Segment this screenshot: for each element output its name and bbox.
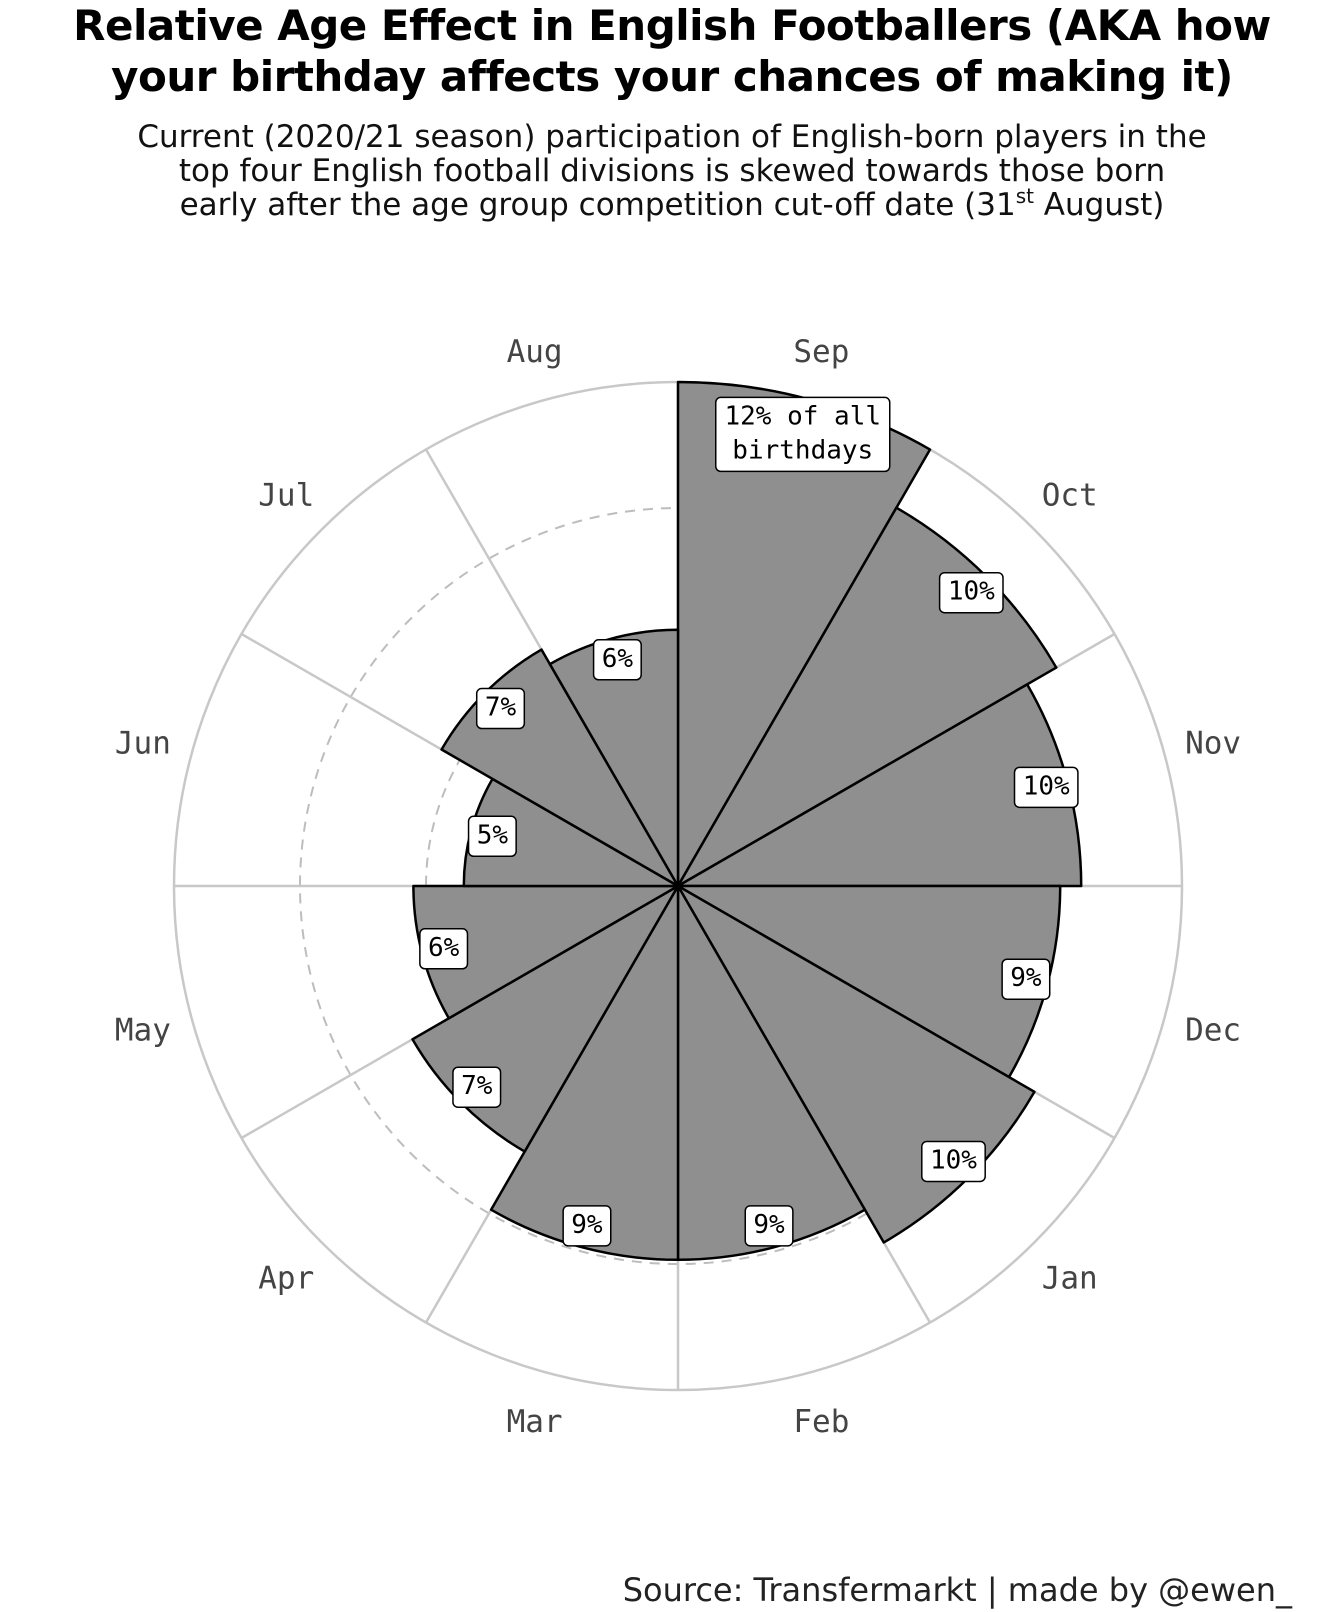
value-label-jun: 5% [467, 815, 517, 858]
superscript: st [1015, 184, 1034, 208]
month-label-oct: Oct [1042, 477, 1098, 513]
value-label-sep: 12% of all birthdays [715, 396, 891, 473]
month-label-layer: Sep Oct Nov Dec Jan Feb Mar Apr May Jun Jul Aug [115, 334, 1241, 1440]
value-label-box [475, 687, 526, 730]
chart-subtitle: Current (2020/21 season) participation o… [0, 120, 1344, 222]
bar-aug [548, 628, 680, 888]
value-label-box [562, 1205, 612, 1247]
value-label-text: 12% of all [724, 401, 881, 431]
value-label-text: 5% [477, 820, 509, 850]
month-label-dec: Dec [1185, 1012, 1241, 1048]
bar-mar [489, 884, 680, 1262]
value-label-box [419, 928, 469, 970]
value-label-oct: 10% [938, 571, 1004, 614]
chart-subtitle-line: top four English football divisions is s… [178, 153, 1166, 189]
month-label-jul: Jul [258, 477, 314, 513]
value-label-box [1013, 766, 1079, 809]
value-label-box [592, 639, 642, 681]
source-credit: Source: Transfermarkt | made by @ewen_ [622, 1571, 1292, 1609]
month-label-feb: Feb [793, 1404, 849, 1440]
polar-bar-chart: 12% of all birthdays 10% 10% 9% 10% 9% 9% 7% 6% 5%… [115, 334, 1241, 1440]
value-label-text: 10% [930, 1145, 977, 1175]
value-label-text: 7% [485, 693, 517, 723]
value-label-dec: 9% [1001, 958, 1051, 1000]
chart-subtitle-line: Current (2020/21 season) participation o… [137, 119, 1207, 155]
value-label-mar: 9% [562, 1205, 612, 1247]
bar-feb [676, 884, 867, 1262]
value-label-aug: 6% [592, 639, 642, 681]
month-label-jun: Jun [115, 726, 171, 762]
month-label-apr: Apr [258, 1261, 314, 1297]
subtitle-text: August) [1033, 187, 1165, 223]
chart-title-line: your birthday affects your chances of ma… [111, 52, 1233, 101]
value-label-may: 6% [419, 928, 469, 970]
value-label-box [744, 1205, 794, 1247]
month-label-sep: Sep [793, 334, 849, 370]
value-label-text: 6% [428, 933, 460, 963]
value-label-jan: 10% [921, 1140, 986, 1183]
value-label-text: 10% [1023, 771, 1070, 801]
value-label-text: 10% [948, 577, 995, 607]
month-label-mar: Mar [507, 1404, 563, 1440]
chart-subtitle-line: early after the age group competition cu… [0, 186, 1344, 223]
value-label-layer: 12% of all birthdays 10% 10% 9% 10% 9% 9% 7% 6% 5%… [419, 396, 1079, 1247]
value-label-text: 9% [1010, 963, 1042, 993]
month-label-aug: Aug [507, 334, 563, 370]
chart-title-line: Relative Age Effect in English Footballe… [73, 1, 1271, 50]
value-label-text: 6% [602, 644, 634, 674]
value-label-box [715, 396, 891, 473]
value-label-nov: 10% [1013, 766, 1079, 809]
value-label-jul: 7% [475, 687, 526, 730]
value-label-box [467, 815, 517, 858]
value-label-box [921, 1140, 986, 1183]
value-label-text: 9% [753, 1210, 785, 1240]
value-label-text: 7% [461, 1071, 493, 1101]
value-label-text: 9% [571, 1210, 603, 1240]
subtitle-text: early after the age group competition cu… [179, 187, 1016, 223]
month-label-may: May [115, 1012, 171, 1048]
month-label-nov: Nov [1185, 726, 1241, 762]
value-label-box [452, 1066, 502, 1108]
value-label-text: birthdays [732, 435, 873, 465]
value-label-box [938, 571, 1004, 614]
chart-title: Relative Age Effect in English Footballe… [0, 0, 1344, 102]
month-label-jan: Jan [1042, 1261, 1098, 1297]
value-label-feb: 9% [744, 1205, 794, 1247]
value-label-apr: 7% [452, 1066, 502, 1108]
value-label-box [1001, 958, 1051, 1000]
